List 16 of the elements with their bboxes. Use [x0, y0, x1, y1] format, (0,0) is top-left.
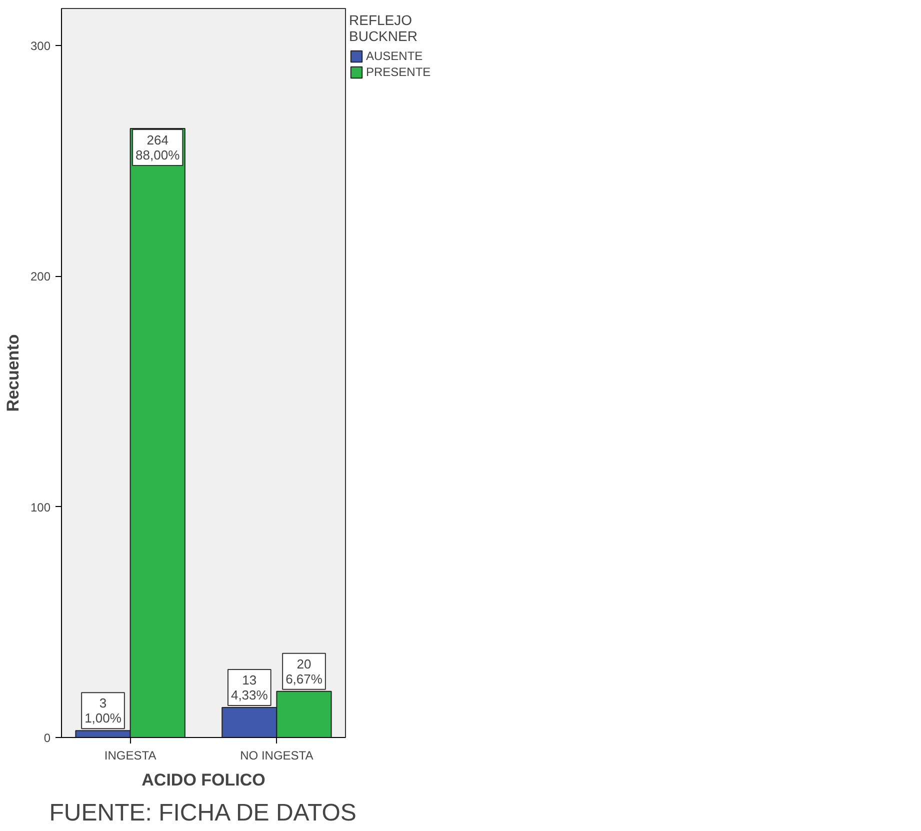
y-tick-label: 100	[30, 500, 51, 514]
y-axis-title: Recuento	[3, 334, 22, 412]
y-tick-label: 300	[30, 38, 51, 53]
legend-title: REFLEJO BUCKNER	[349, 12, 418, 44]
y-tick-label: 0	[44, 731, 51, 745]
x-tick-label: INGESTA	[104, 748, 156, 762]
data-label: 13 4,33%	[230, 672, 268, 703]
data-label: 3 1,00%	[84, 696, 122, 726]
legend-label: AUSENTE	[366, 49, 423, 63]
x-axis-title: ACIDO FOLICO	[142, 770, 266, 790]
source-note: FUENTE: FICHA DE DATOS	[49, 800, 356, 826]
x-tick-label: NO INGESTA	[240, 748, 314, 762]
y-tick-label: 200	[30, 270, 51, 284]
legend-label: PRESENTE	[366, 65, 431, 79]
data-label: 20 6,67%	[286, 656, 323, 686]
data-label: 264 88,00%	[136, 132, 180, 162]
